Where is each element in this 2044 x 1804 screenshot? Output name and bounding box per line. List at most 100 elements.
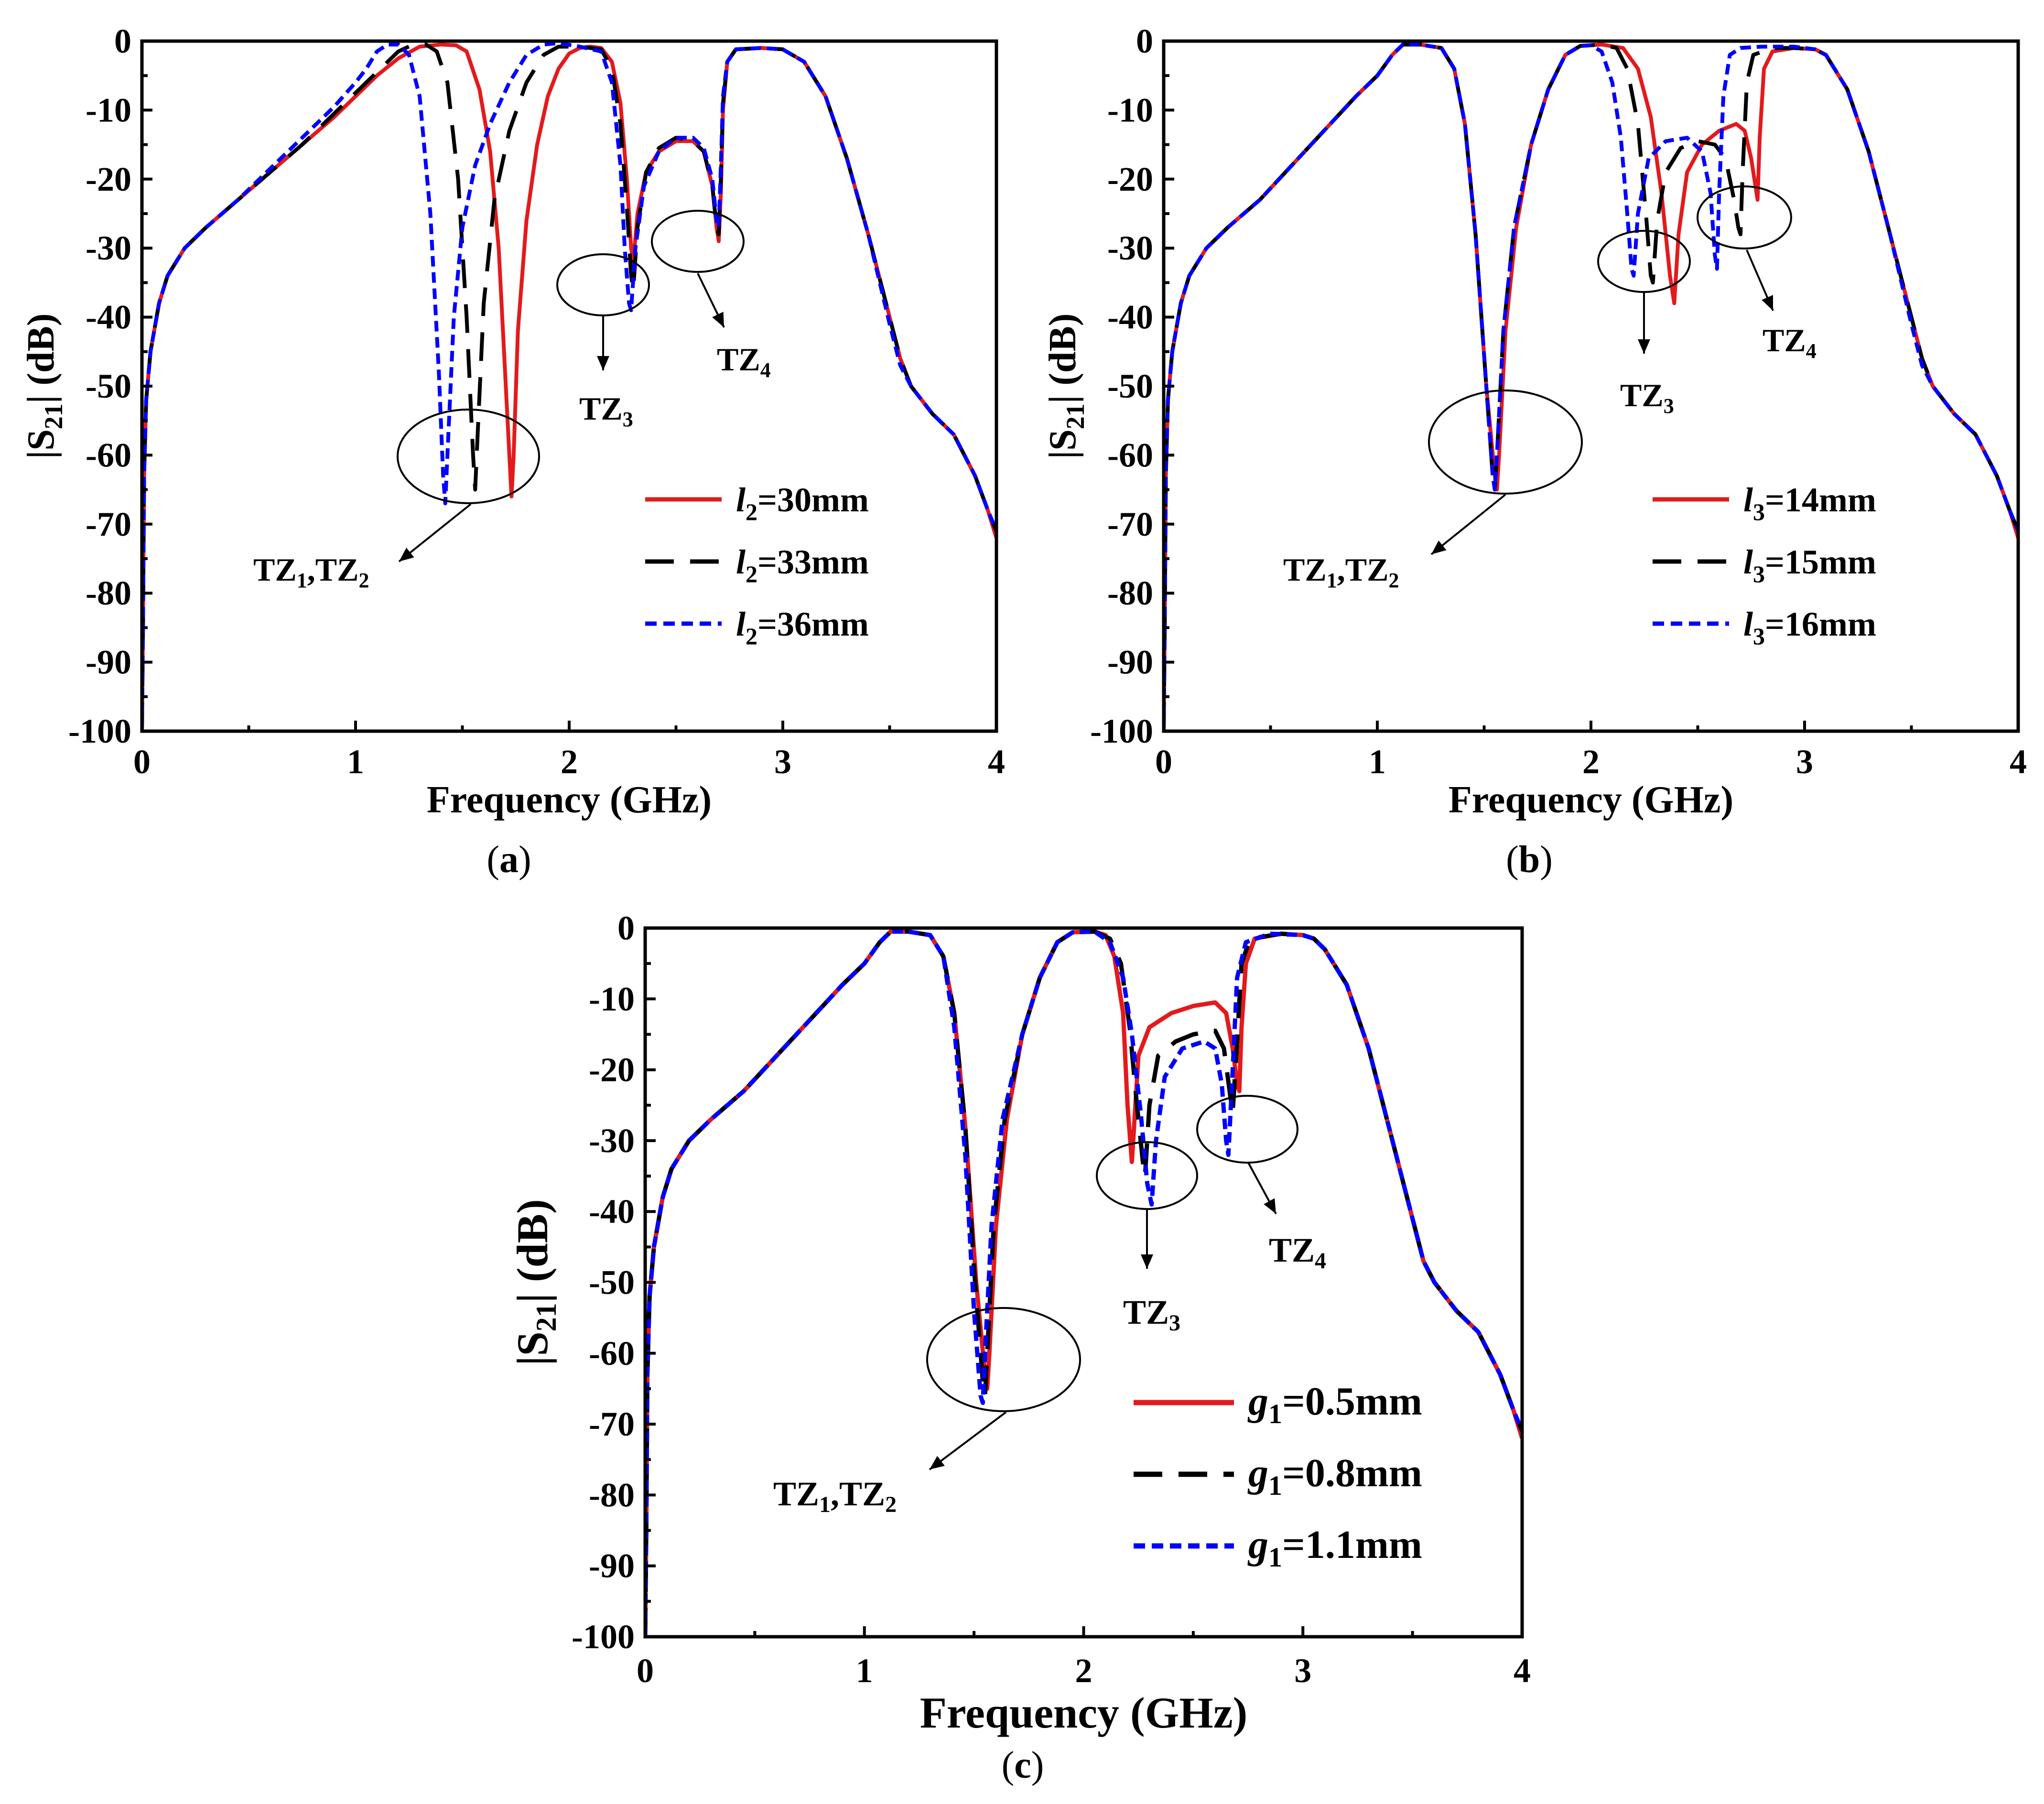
y-tick-label: -90 bbox=[1107, 643, 1153, 681]
annotation-arrowhead-2 bbox=[1638, 339, 1650, 354]
y-tick-label: -60 bbox=[589, 1334, 635, 1372]
annotation-arrowhead-2 bbox=[1141, 1254, 1153, 1269]
x-tick-label: 1 bbox=[1369, 743, 1386, 781]
y-axis-title: |S21| (dB) bbox=[20, 313, 68, 459]
chart-panel-b: 0 1 2 3 4 0 -10 -20 -30 -40 -50 -60 -70 -80 -90 -100 Fre… bbox=[1042, 22, 2027, 881]
y-tick-label: -70 bbox=[589, 1405, 635, 1443]
annotation-label-3: TZ4 bbox=[1763, 322, 1817, 363]
y-tick-label: -10 bbox=[589, 980, 635, 1018]
y-tick-label: -30 bbox=[86, 229, 131, 267]
x-tick-label: 3 bbox=[1294, 1652, 1311, 1690]
series-line-1 bbox=[1164, 43, 2018, 731]
series-line-2 bbox=[1164, 43, 2018, 731]
chart-panel-c: 0 1 2 3 4 0 -10 -20 -30 -40 -50 -60 -70 -80 -90 -100 Fre… bbox=[508, 909, 1531, 1786]
y-tick-label: -100 bbox=[68, 712, 131, 750]
x-tick-label: 0 bbox=[1155, 743, 1172, 781]
x-tick-label: 0 bbox=[133, 743, 151, 781]
annotation-arrowhead-1 bbox=[399, 548, 414, 562]
y-tick-label: -50 bbox=[86, 367, 131, 405]
y-tick-label: -70 bbox=[86, 505, 131, 543]
y-tick-label: -60 bbox=[86, 436, 131, 474]
legend-label-3: g1=1.1mm bbox=[1247, 1523, 1422, 1573]
y-tick-label: -20 bbox=[86, 160, 131, 198]
annotation-label-2: TZ3 bbox=[1620, 377, 1674, 418]
annotation-arrow-1 bbox=[1430, 494, 1506, 555]
legend-label-2: l2=33mm bbox=[736, 543, 869, 587]
annotation-arrowhead-3 bbox=[712, 312, 724, 327]
legend-label-2: g1=0.8mm bbox=[1247, 1451, 1422, 1501]
legend-label-3: l3=16mm bbox=[1743, 605, 1876, 649]
annotation-circle-1 bbox=[397, 409, 540, 504]
y-tick-label: -90 bbox=[589, 1547, 635, 1585]
legend: l3=14mm l3=15mm l3=16mm bbox=[1653, 481, 1876, 649]
y-tick-label: -30 bbox=[589, 1122, 635, 1160]
legend-label-1: l2=30mm bbox=[736, 481, 869, 525]
annotation-arrowhead-1 bbox=[930, 1456, 945, 1469]
annotation-circle-1 bbox=[926, 1307, 1081, 1412]
plot-frame bbox=[1162, 39, 2020, 733]
series-group bbox=[645, 929, 1522, 1637]
legend: g1=0.5mm g1=0.8mm g1=1.1mm bbox=[1134, 1379, 1422, 1573]
annotation-label-3: TZ4 bbox=[1269, 1231, 1326, 1274]
y-tick-label: -80 bbox=[1107, 574, 1153, 612]
annotation-circle-3 bbox=[1196, 1095, 1298, 1164]
y-tick-label: -80 bbox=[86, 574, 131, 612]
y-tick-label: -100 bbox=[572, 1618, 635, 1656]
annotation-label-2: TZ3 bbox=[579, 390, 633, 431]
y-tick-label: -90 bbox=[86, 643, 131, 681]
y-tick-label: -30 bbox=[1107, 229, 1153, 267]
annotation-label-1: TZ1,TZ2 bbox=[1283, 551, 1399, 592]
series-group bbox=[142, 41, 996, 731]
y-tick-label: -50 bbox=[1107, 367, 1153, 405]
x-axis-title: Frequency (GHz) bbox=[1449, 779, 1733, 821]
x-tick-label: 2 bbox=[1582, 743, 1600, 781]
annotation-arrow-1 bbox=[929, 1411, 1007, 1470]
x-tick-label: 0 bbox=[637, 1652, 654, 1690]
legend: l2=30mm l2=33mm l2=36mm bbox=[645, 481, 869, 649]
legend-label-1: g1=0.5mm bbox=[1247, 1379, 1422, 1429]
y-tick-label: -50 bbox=[589, 1264, 635, 1302]
panel-label: (a) bbox=[487, 839, 531, 881]
annotation-circle-2 bbox=[1597, 230, 1691, 293]
annotation-circle-3 bbox=[651, 210, 745, 273]
x-axis-title: Frequency (GHz) bbox=[427, 779, 712, 821]
annotation-circle-1 bbox=[1428, 389, 1583, 495]
y-tick-label: -80 bbox=[589, 1476, 635, 1514]
x-tick-label: 3 bbox=[774, 743, 791, 781]
series-line-3 bbox=[1164, 43, 2018, 731]
x-tick-label: 1 bbox=[347, 743, 364, 781]
annotation-arrow-1 bbox=[398, 503, 472, 562]
y-tick-label: 0 bbox=[114, 22, 131, 60]
annotation-circle-2 bbox=[556, 253, 650, 316]
annotation-arrowhead-2 bbox=[597, 356, 609, 370]
series-group bbox=[1164, 43, 2018, 731]
y-tick-label: -100 bbox=[1090, 712, 1153, 750]
annotation-label-1: TZ1,TZ2 bbox=[253, 551, 369, 592]
x-tick-label: 4 bbox=[988, 743, 1005, 781]
x-tick-label: 4 bbox=[1514, 1652, 1531, 1690]
y-tick-label: -20 bbox=[589, 1051, 635, 1089]
x-tick-label: 3 bbox=[1796, 743, 1813, 781]
annotation-arrowhead-3 bbox=[1264, 1198, 1276, 1214]
panel-label: (b) bbox=[1506, 839, 1553, 881]
annotation-label-3: TZ4 bbox=[717, 341, 771, 382]
y-tick-label: -10 bbox=[1107, 91, 1153, 129]
annotation-arrowhead-3 bbox=[1762, 295, 1774, 311]
x-tick-label: 4 bbox=[2010, 743, 2027, 781]
series-line-3 bbox=[645, 929, 1522, 1637]
y-axis-title: |S21| (dB) bbox=[1042, 313, 1090, 459]
annotation-circle-3 bbox=[1697, 185, 1792, 249]
y-tick-label: -40 bbox=[86, 298, 131, 336]
x-axis-title: Frequency (GHz) bbox=[920, 1688, 1248, 1737]
annotation-label-1: TZ1,TZ2 bbox=[773, 1475, 897, 1517]
chart-panel-a: 0 1 2 3 4 0 -10 -20 -30 -40 -50 -60 -70 -80 -90 -100 Fre… bbox=[20, 22, 1005, 881]
y-tick-label: 0 bbox=[617, 909, 635, 947]
series-line-3 bbox=[142, 41, 996, 731]
y-tick-label: -10 bbox=[86, 91, 131, 129]
y-tick-label: -70 bbox=[1107, 505, 1153, 543]
annotation-label-2: TZ3 bbox=[1123, 1293, 1180, 1336]
y-tick-label: -40 bbox=[1107, 298, 1153, 336]
legend-label-3: l2=36mm bbox=[736, 605, 869, 649]
x-tick-label: 2 bbox=[1075, 1652, 1092, 1690]
